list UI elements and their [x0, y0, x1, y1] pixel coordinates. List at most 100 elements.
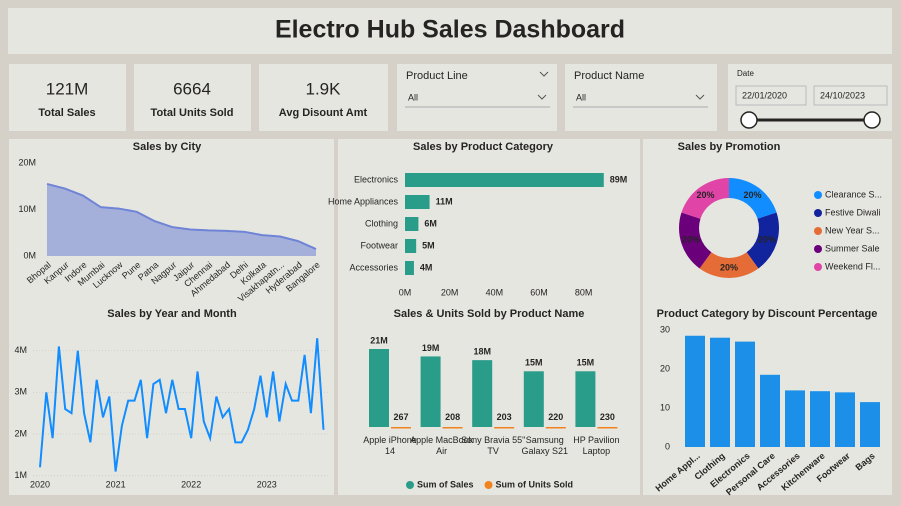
bar	[405, 239, 417, 253]
kpi-label: Avg Disount Amt	[279, 107, 368, 119]
y-tick-label: 30	[660, 324, 670, 334]
legend-marker	[814, 209, 822, 217]
y-tick-label: 10M	[18, 204, 36, 214]
bar	[405, 195, 430, 209]
legend-marker	[814, 227, 822, 235]
data-label: 20%	[720, 262, 738, 272]
bar	[420, 356, 441, 427]
y-tick-label: 4M	[14, 345, 27, 355]
donut-slice	[679, 212, 712, 269]
legend-marker	[814, 191, 822, 199]
y-tick-label: 10	[660, 402, 670, 412]
area-line	[46, 182, 317, 250]
data-label: 20%	[682, 235, 700, 245]
chevron[interactable]	[539, 71, 549, 77]
legend-label: New Year S...	[825, 225, 880, 235]
slider-handle[interactable]	[740, 111, 758, 129]
legend-label: Sum of Units Sold	[496, 479, 574, 489]
bar	[735, 341, 755, 447]
legend-label: Summer Sale	[825, 243, 880, 253]
kpi-card	[134, 64, 251, 131]
donut-slice	[699, 252, 759, 278]
date-box[interactable]	[735, 85, 807, 106]
data-label: 230	[600, 412, 615, 422]
bar	[835, 392, 855, 447]
bar	[494, 426, 515, 429]
kpi-card	[259, 64, 388, 131]
x-tick-label: Apple MacBook Air	[410, 435, 474, 456]
bar	[369, 349, 389, 427]
kpi-value: 121M	[46, 79, 89, 98]
legend-label: Clearance S...	[825, 189, 882, 199]
bar	[685, 335, 705, 447]
data-label: 203	[497, 412, 512, 422]
data-label: 18M	[473, 347, 491, 357]
legend-marker	[814, 245, 822, 253]
legend-label: Sum of Sales	[417, 479, 474, 489]
data-label: 89M	[610, 174, 628, 184]
chart-title: Sales by Product Category	[413, 141, 554, 153]
bar	[472, 360, 493, 427]
y-tick-label: 20	[660, 363, 670, 373]
bar	[760, 374, 780, 447]
x-tick-label: 0M	[399, 287, 412, 297]
chart-title: Product Category by Discount Percentage	[657, 308, 878, 320]
chevron[interactable]	[695, 94, 705, 100]
slicer-selection[interactable]: All	[576, 92, 586, 102]
chevron[interactable]	[537, 94, 547, 100]
x-tick-label: 2022	[181, 479, 201, 489]
x-tick-label: 60M	[530, 287, 548, 297]
y-tick-label: 2M	[14, 428, 27, 438]
x-tick-label: Samsung Galaxy S21	[521, 435, 569, 456]
slicer	[397, 64, 557, 131]
y-tick-label: Accessories	[349, 262, 398, 272]
donut-slice	[729, 178, 777, 219]
legend-marker	[484, 481, 493, 489]
chart-title: Sales by Promotion	[678, 141, 781, 153]
bar	[575, 371, 596, 427]
y-tick-label: 0M	[23, 250, 36, 260]
slider-handle[interactable]	[863, 111, 881, 129]
x-tick-label: Sony Bravia 55" TV	[461, 435, 526, 456]
slicer-selection[interactable]: All	[408, 92, 418, 102]
x-tick-label: HP Pavilion Laptop	[573, 435, 620, 456]
data-label: 20%	[758, 235, 776, 245]
x-tick-label: 20M	[441, 287, 459, 297]
date-box[interactable]	[813, 85, 888, 106]
y-tick-label: 0	[665, 441, 670, 451]
data-label: 15M	[525, 358, 543, 368]
bar	[405, 217, 419, 231]
x-tick-label: 2021	[106, 479, 126, 489]
x-tick-label: 80M	[575, 287, 593, 297]
chart-title: Sales & Units Sold by Product Name	[394, 308, 585, 320]
date-start[interactable]: 22/01/2020	[742, 90, 787, 100]
date-end[interactable]: 24/10/2023	[820, 90, 865, 100]
area	[47, 183, 316, 256]
data-label: 15M	[577, 358, 595, 368]
bar	[710, 337, 730, 447]
y-tick-label: 3M	[14, 387, 27, 397]
panel	[338, 139, 640, 495]
donut-slice	[681, 178, 729, 219]
data-label: 208	[445, 412, 460, 422]
slicer-title: Product Line	[406, 70, 468, 82]
x-tick-label: 2020	[30, 479, 50, 489]
slicer-title: Date	[737, 69, 754, 78]
y-tick-label: Footwear	[360, 240, 398, 250]
kpi-value: 1.9K	[306, 79, 342, 98]
legend-label: Festive Diwali	[825, 207, 881, 217]
data-label: 20%	[744, 190, 762, 200]
x-tick-label: 2023	[257, 479, 277, 489]
kpi-label: Total Sales	[38, 107, 95, 119]
data-label: 11M	[436, 196, 453, 206]
chart-title: Sales by City	[133, 141, 202, 153]
bar	[523, 371, 544, 427]
y-tick-label: 1M	[14, 470, 27, 480]
slicer-title: Product Name	[574, 70, 644, 82]
bar	[545, 426, 566, 429]
data-label: 267	[393, 412, 408, 422]
bar	[860, 402, 880, 447]
y-tick-label: Home Appliances	[328, 196, 399, 206]
